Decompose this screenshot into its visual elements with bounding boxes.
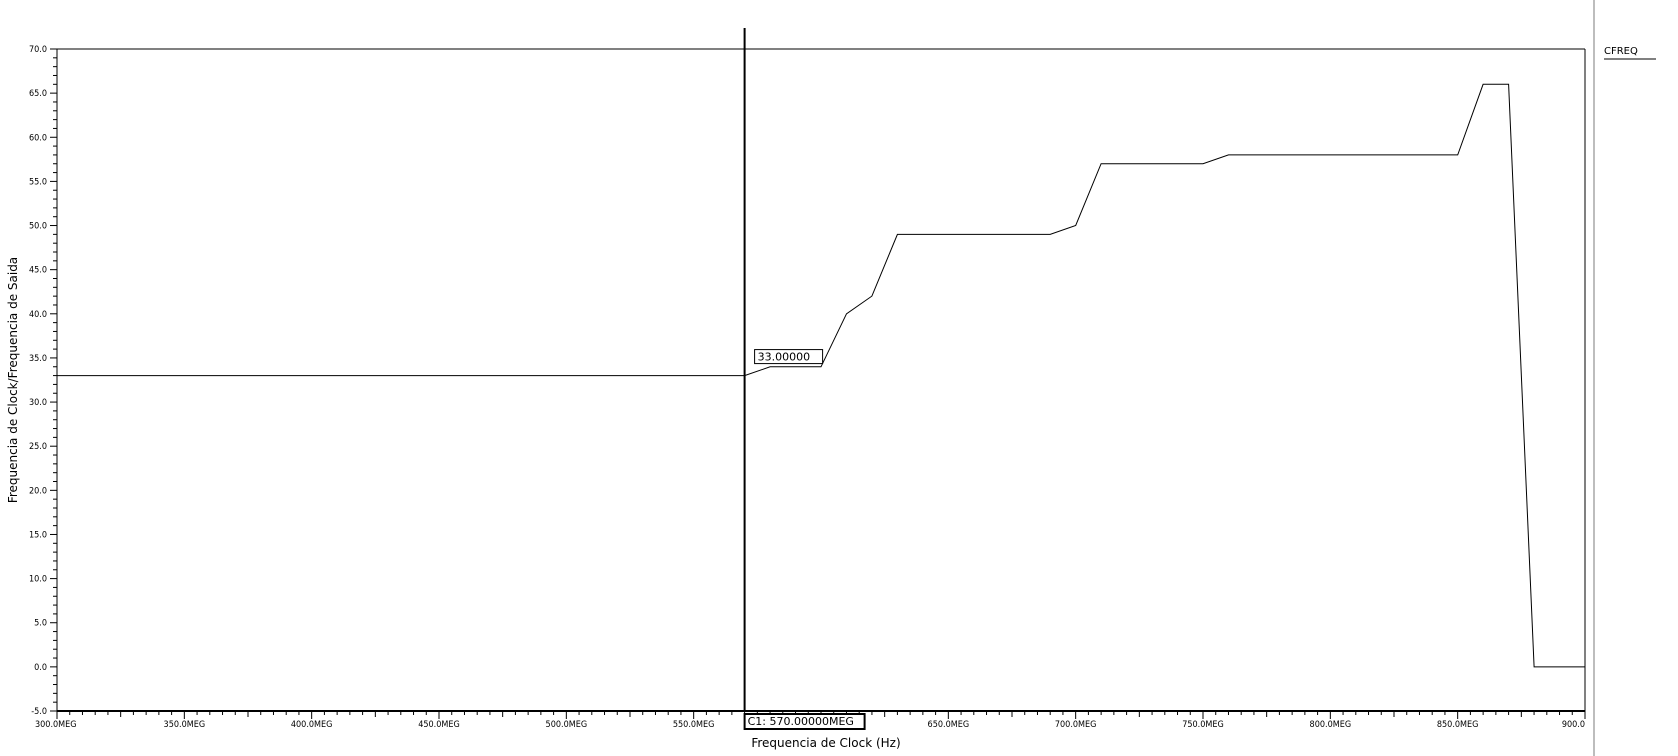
- x-tick-label: 350.0MEG: [164, 720, 206, 730]
- y-tick-label: 65.0: [29, 89, 47, 99]
- y-axis-title: Frequencia de Clock/Frequencia de Saida: [6, 257, 20, 503]
- y-tick-label: 10.0: [29, 575, 47, 585]
- y-tick-label: 35.0: [29, 354, 47, 364]
- y-tick-label: -5.0: [31, 707, 47, 717]
- x-tick-label: 550.0MEG: [673, 720, 715, 730]
- series-line-cfreq: [57, 83, 1585, 668]
- y-tick-label: 55.0: [29, 177, 47, 187]
- cursor-value-box: [754, 349, 824, 365]
- y-tick-label: 50.0: [29, 222, 47, 232]
- series-layer: [57, 83, 1585, 668]
- y-tick-label: 60.0: [29, 133, 47, 143]
- y-tick-label: 15.0: [29, 530, 47, 540]
- x-axis: 300.0MEG 350.0MEG 400.0MEG 450.0MEG 500.0MEG…: [35, 711, 1586, 730]
- x-tick-label: 850.0MEG: [1437, 720, 1479, 730]
- legend: CFREQ: [1604, 46, 1656, 60]
- x-tick-label: 300.0MEG: [35, 720, 77, 730]
- x-tick-label: 700.0MEG: [1055, 720, 1097, 730]
- cursor-value-label: 33.00000: [758, 351, 811, 364]
- cursor-x-box: [743, 713, 866, 730]
- x-tick-label: 900.0: [1562, 720, 1585, 730]
- y-tick-label: 70.0: [29, 45, 47, 55]
- x-tick-label: 500.0MEG: [546, 720, 588, 730]
- cursor-layer[interactable]: 33.00000 C1: 570.00000MEG: [743, 28, 866, 730]
- x-axis-title: Frequencia de Clock (Hz): [751, 736, 900, 750]
- x-tick-label: 400.0MEG: [291, 720, 333, 730]
- y-tick-label: 25.0: [29, 442, 47, 452]
- cursor-x-label: C1: 570.00000MEG: [748, 715, 854, 728]
- y-tick-label: 30.0: [29, 398, 47, 408]
- y-tick-label: 20.0: [29, 486, 47, 496]
- x-tick-label: 750.0MEG: [1182, 720, 1224, 730]
- y-tick-label: 5.0: [34, 619, 47, 629]
- y-axis: -5.0 0.0 5.0 10.0 15.0 20.0 25.0 30.0 35.0 40.0 45…: [29, 45, 57, 717]
- y-tick-label: 40.0: [29, 310, 47, 320]
- legend-label-cfreq: CFREQ: [1604, 46, 1638, 57]
- x-tick-label: 800.0MEG: [1310, 720, 1352, 730]
- y-tick-label: 45.0: [29, 266, 47, 276]
- x-tick-label: 450.0MEG: [418, 720, 460, 730]
- y-tick-label: 0.0: [34, 663, 47, 673]
- x-tick-label: 650.0MEG: [928, 720, 970, 730]
